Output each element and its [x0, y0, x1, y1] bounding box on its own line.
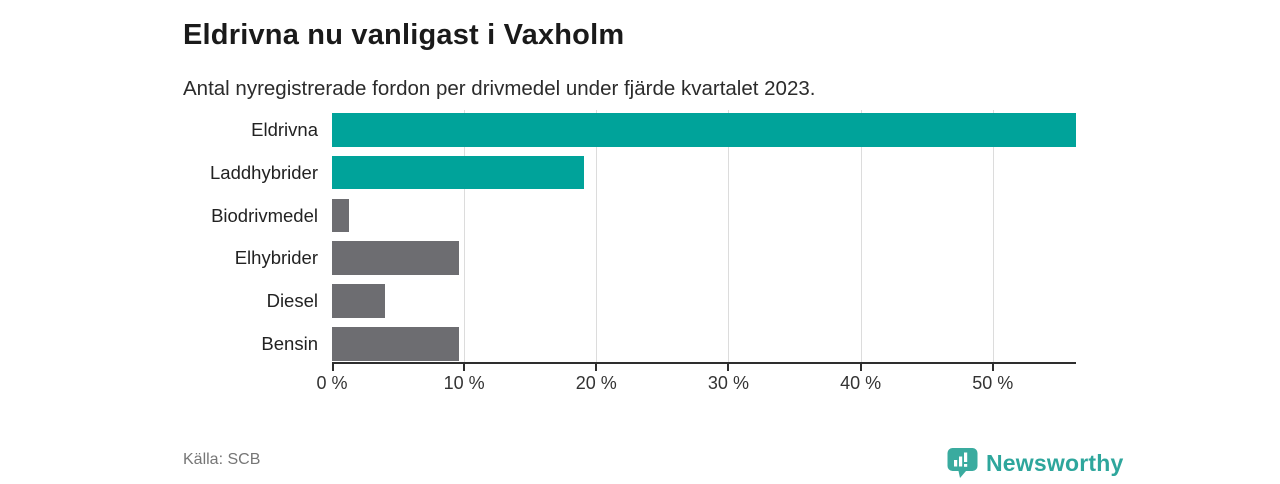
x-axis-line — [332, 362, 1076, 364]
newsworthy-wordmark: Newsworthy — [986, 449, 1124, 476]
category-label-laddhybrider: Laddhybrider — [210, 161, 318, 183]
category-label-diesel: Diesel — [266, 290, 318, 312]
x-tick-label-30: 30 % — [707, 373, 749, 393]
x-tick-label-50: 50 % — [972, 373, 1014, 393]
bar-biodrivmedel[interactable] — [332, 198, 350, 233]
x-tick-label-0: 0 % — [316, 373, 348, 393]
category-label-eldrivna: Eldrivna — [251, 119, 318, 140]
x-tick-label-40: 40 % — [840, 373, 882, 393]
chart-subtitle: Antal nyregistrerade fordon per drivmede… — [183, 76, 816, 100]
x-tick-0 — [332, 364, 334, 371]
bar-elhybrider[interactable] — [332, 241, 459, 275]
x-tick-label-10: 10 % — [443, 373, 485, 393]
gridline-20 — [596, 110, 598, 363]
category-label-biodrivmedel: Biodrivmedel — [211, 204, 318, 226]
gridline-10 — [464, 110, 466, 363]
gridline-30 — [728, 110, 730, 363]
bar-diesel[interactable] — [332, 284, 385, 318]
bar-chart-plot-area: 0 % 10 % 20 % 30 % 40 % 50 % — [316, 110, 1076, 393]
bar-bensin[interactable] — [332, 327, 459, 361]
x-tick-50 — [991, 364, 994, 371]
x-tick-20 — [595, 364, 598, 371]
x-tick-30 — [727, 364, 730, 371]
pin-bubble-shape — [947, 448, 978, 478]
source-note: Källa: SCB — [183, 451, 261, 468]
gridline-40 — [860, 110, 862, 363]
bar-laddhybrider[interactable] — [332, 155, 585, 190]
category-label-bensin: Bensin — [261, 333, 318, 354]
x-tick-40 — [859, 364, 862, 371]
bar-eldrivna[interactable] — [332, 113, 1076, 147]
x-tick-10 — [463, 364, 466, 371]
newsworthy-logo: Newsworthy — [946, 446, 1123, 480]
x-tick-label-20: 20 % — [575, 373, 617, 393]
chart-title: Eldrivna nu vanligast i Vaxholm — [183, 19, 625, 52]
newsworthy-pin-chart-icon — [946, 447, 979, 479]
category-label-elhybrider: Elhybrider — [234, 247, 318, 269]
gridline-50 — [992, 110, 994, 363]
